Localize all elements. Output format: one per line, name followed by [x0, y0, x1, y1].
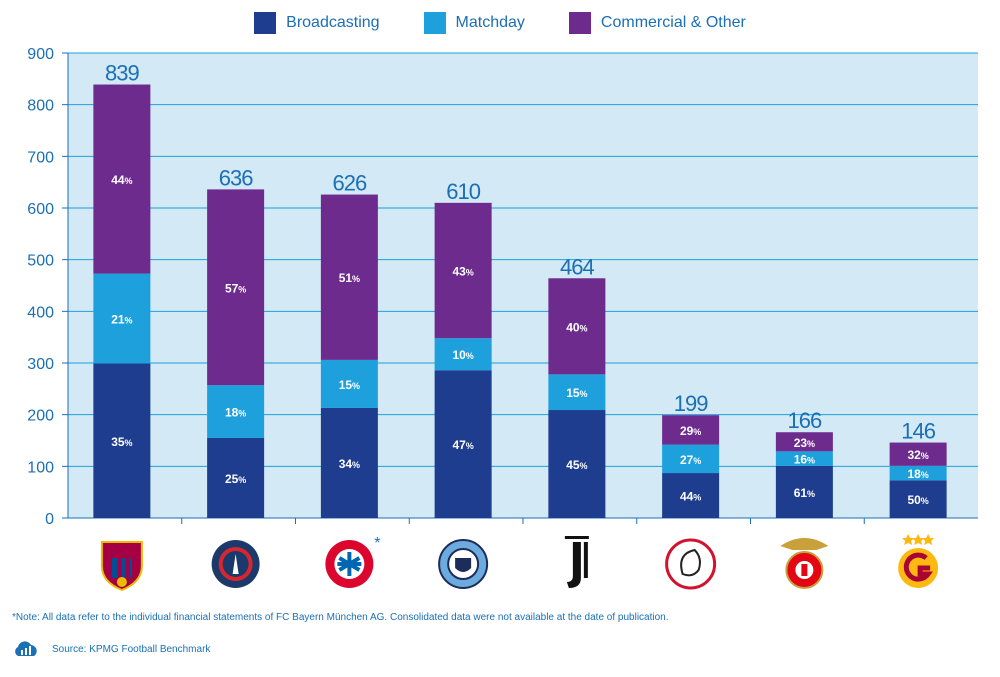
total-label: 636 [219, 165, 253, 190]
bar-broadcasting-fc-barcelona [93, 363, 151, 518]
percent-label: 44% [111, 173, 132, 187]
bar-broadcasting-benfica [775, 465, 833, 518]
percent-label: 57% [225, 281, 246, 295]
ajax-crest-icon [665, 538, 717, 590]
percent-label: 50% [907, 493, 928, 507]
total-label: 199 [674, 391, 708, 416]
source-text: Source: KPMG Football Benchmark [52, 643, 211, 655]
bar-matchday-benfica [775, 451, 833, 466]
percent-label: 15% [339, 378, 360, 392]
legend-item-commercial: Commercial & Other [568, 12, 746, 34]
bar-commercial-other-fc-bayern-munchen [320, 194, 378, 360]
total-label: 464 [560, 254, 594, 279]
legend-label-commercial: Commercial & Other [600, 14, 746, 31]
psg-crest-icon [211, 540, 260, 588]
barcelona-crest-icon [100, 541, 143, 592]
bar-matchday-paris-saint-germain [207, 385, 265, 438]
percent-label: 27% [680, 453, 701, 467]
bar-matchday-fc-bayern-munchen [320, 359, 378, 408]
bar-commercial-other-galatasaray [889, 442, 947, 466]
percent-label: 15% [566, 386, 587, 400]
benfica-crest-icon [780, 538, 829, 589]
y-tick-label: 100 [27, 459, 54, 476]
bar-commercial-other-manchester-city [434, 202, 492, 339]
percent-label: 34% [339, 457, 360, 471]
bar-commercial-other-ajax [662, 415, 720, 445]
y-tick-label: 300 [27, 356, 54, 373]
percent-label: 10% [452, 348, 473, 362]
total-label: 839 [105, 61, 139, 86]
percent-label: 32% [907, 448, 928, 462]
percent-label: 18% [225, 406, 246, 420]
manchester-city-crest-icon [438, 539, 489, 589]
y-tick-label: 800 [27, 98, 54, 115]
percent-label: 43% [452, 265, 473, 279]
bar-matchday-ajax [662, 444, 720, 474]
percent-label: 40% [566, 320, 587, 334]
legend-item-matchday: Matchday [423, 12, 525, 34]
y-tick-label: 200 [27, 408, 54, 425]
percent-label: 61% [794, 486, 815, 500]
bar-broadcasting-ajax [662, 473, 720, 518]
percent-label: 44% [680, 490, 701, 504]
percent-label: 47% [452, 438, 473, 452]
percent-label: 18% [907, 467, 928, 481]
legend-item-broadcasting: Broadcasting [254, 12, 380, 34]
percent-label: 29% [680, 424, 701, 438]
bar-commercial-other-benfica [775, 432, 833, 452]
source-line: Source: KPMG Football Benchmark [12, 641, 210, 657]
total-label: 626 [333, 171, 367, 196]
percent-label: 21% [111, 313, 132, 327]
bar-broadcasting-juventus [548, 410, 606, 518]
plot-background [68, 53, 978, 518]
bar-broadcasting-galatasaray [889, 480, 947, 518]
percent-label: 45% [566, 458, 587, 472]
legend-swatch-matchday [423, 12, 446, 34]
bar-broadcasting-fc-bayern-munchen [320, 407, 378, 518]
svg-text:*: * [374, 535, 380, 552]
total-label: 610 [446, 179, 480, 204]
y-tick-label: 600 [27, 201, 54, 218]
bar-matchday-manchester-city [434, 338, 492, 371]
bar-matchday-galatasaray [889, 465, 947, 481]
bar-commercial-other-paris-saint-germain [207, 189, 265, 386]
percent-label: 23% [794, 436, 815, 450]
percent-label: 35% [111, 435, 132, 449]
y-tick-label: 700 [27, 149, 54, 166]
y-tick-label: 400 [27, 304, 54, 321]
bar-matchday-juventus [548, 374, 606, 411]
legend-label-matchday: Matchday [455, 14, 525, 31]
legend: Broadcasting Matchday Commercial & Other [0, 12, 1000, 34]
y-tick-label: 900 [27, 46, 54, 63]
galatasaray-crest-icon [898, 534, 939, 588]
bar-broadcasting-manchester-city [434, 370, 492, 518]
y-tick-label: 0 [45, 511, 54, 528]
percent-label: 16% [794, 453, 815, 467]
y-tick-label: 500 [27, 253, 54, 270]
total-label: 166 [788, 408, 822, 433]
legend-swatch-commercial [568, 12, 591, 34]
footnote: *Note: All data refer to the individual … [12, 612, 669, 623]
total-label: 146 [901, 419, 935, 444]
legend-swatch-broadcasting [254, 12, 277, 34]
juventus-crest-icon [564, 536, 589, 588]
bayern-crest-icon: * [325, 535, 380, 588]
legend-label-broadcasting: Broadcasting [286, 14, 380, 31]
stacked-bar-chart: 0 100 200 300 400 500 600 700 800 900 35% 21% 44% 839… [27, 46, 978, 592]
percent-label: 51% [339, 271, 360, 285]
bar-commercial-other-juventus [548, 278, 606, 375]
percent-label: 25% [225, 472, 246, 486]
bar-commercial-other-fc-barcelona [93, 84, 151, 274]
bar-broadcasting-paris-saint-germain [207, 437, 265, 518]
bar-matchday-fc-barcelona [93, 273, 151, 364]
cloud-chart-icon [15, 641, 37, 656]
